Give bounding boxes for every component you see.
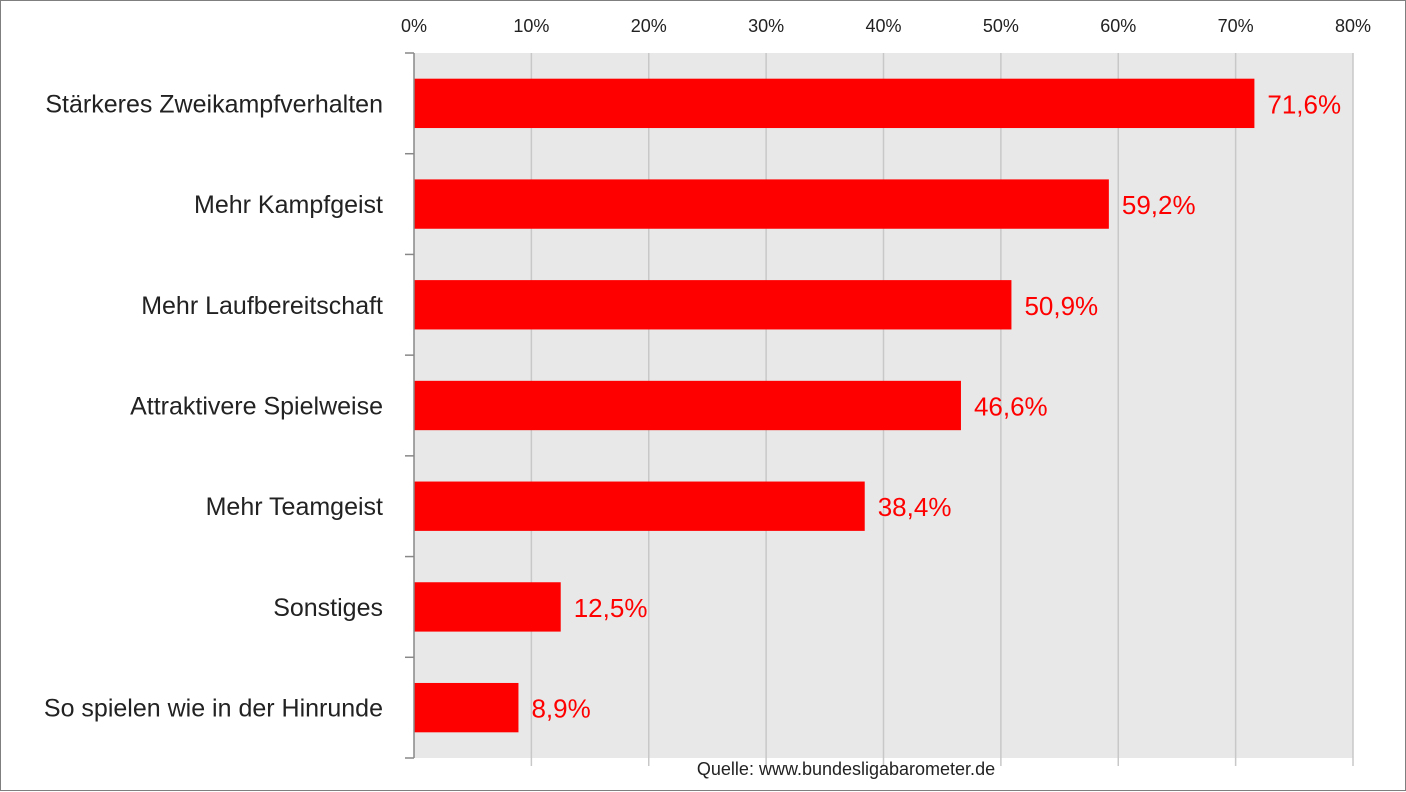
category-label: So spielen wie in der Hinrunde — [44, 695, 383, 723]
data-label: 38,4% — [878, 492, 952, 522]
x-tick-label: 50% — [983, 16, 1019, 36]
data-label: 71,6% — [1267, 89, 1341, 119]
source-note: Quelle: www.bundesligabarometer.de — [697, 759, 995, 779]
bar — [414, 179, 1109, 229]
data-label: 46,6% — [974, 392, 1048, 422]
y-axis — [405, 52, 415, 759]
bar — [414, 481, 865, 531]
category-label: Attraktivere Spielweise — [130, 393, 383, 421]
data-labels: 71,6% 59,2% 50,9% 46,6% 38,4% 12,5% 8,9% — [531, 89, 1341, 723]
bar — [414, 582, 561, 632]
bar — [414, 78, 1255, 129]
x-tick-label: 20% — [631, 16, 667, 36]
bar — [414, 380, 961, 431]
x-tick-label: 0% — [401, 16, 427, 36]
x-tick-label: 30% — [748, 16, 784, 36]
x-tick-label: 60% — [1100, 16, 1136, 36]
category-label: Sonstiges — [273, 594, 383, 622]
category-label: Mehr Laufbereitschaft — [141, 292, 383, 320]
x-tick-label: 40% — [865, 16, 901, 36]
bar — [414, 280, 1012, 330]
bar — [414, 682, 519, 733]
x-tick-label: 10% — [513, 16, 549, 36]
category-label: Mehr Teamgeist — [206, 493, 383, 521]
category-label: Stärkeres Zweikampfverhalten — [45, 90, 383, 118]
data-label: 12,5% — [574, 593, 648, 623]
category-label: Mehr Kampfgeist — [194, 191, 383, 219]
category-labels: Stärkeres Zweikampfverhalten Mehr Kampfge… — [44, 90, 383, 722]
x-tick-label: 70% — [1218, 16, 1254, 36]
data-label: 50,9% — [1024, 291, 1098, 321]
data-label: 8,9% — [531, 694, 590, 724]
x-axis-tick-labels: 0% 10% 20% 30% 40% 50% 60% 70% 80% — [401, 16, 1371, 36]
x-tick-label: 80% — [1335, 16, 1371, 36]
data-label: 59,2% — [1122, 190, 1196, 220]
bars — [414, 78, 1255, 733]
